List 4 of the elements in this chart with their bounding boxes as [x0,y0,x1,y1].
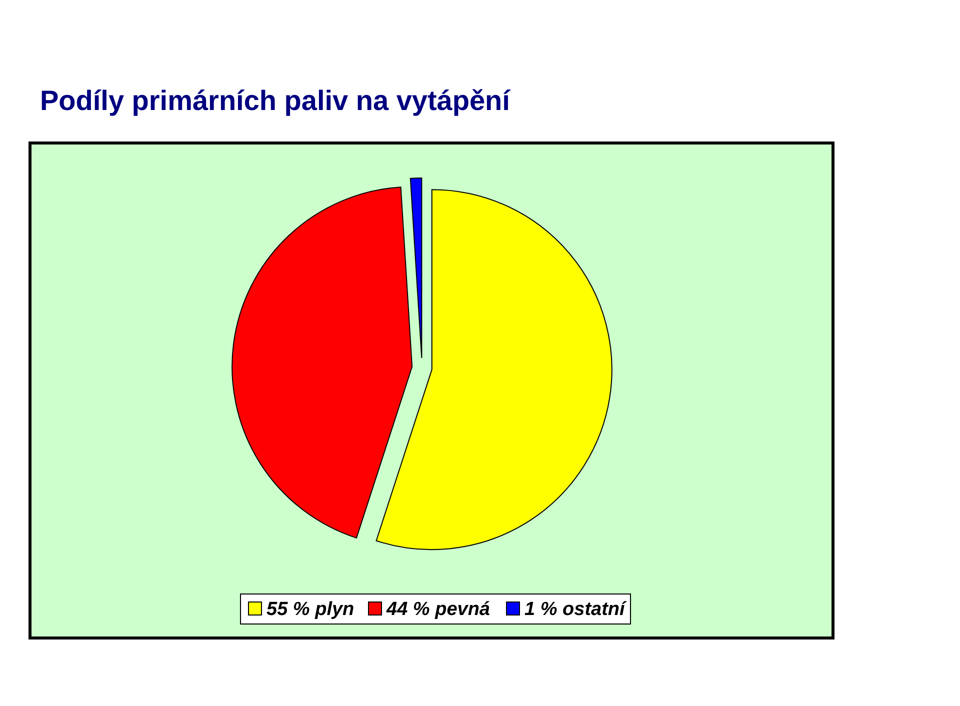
chart-title: Podíly primárních paliv na vytápění [40,85,512,116]
legend-label: 55 % plyn [266,599,354,620]
legend-label: 44 % pevná [386,599,490,620]
legend-label: 1 % ostatní [524,599,628,620]
